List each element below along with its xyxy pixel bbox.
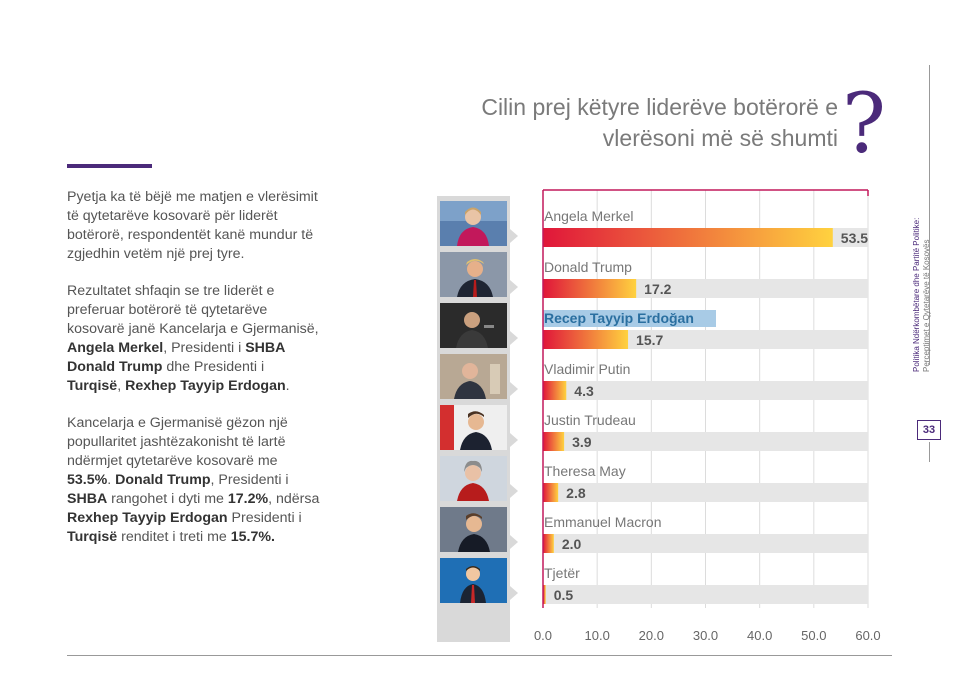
paragraph-3: Kancelarja e Gjermanisë gëzon një popull… [67, 415, 320, 545]
photo-other [440, 558, 507, 603]
x-tick-label: 30.0 [693, 628, 718, 643]
category-label: Emmanuel Macron [544, 514, 662, 530]
bar-track [543, 432, 868, 451]
value-label: 15.7 [636, 332, 663, 348]
bar [543, 279, 637, 298]
value-label: 3.9 [572, 434, 592, 450]
bar-track [543, 585, 868, 604]
paragraph-1: Pyetja ka të bëjë me matjen e vlerësimit… [67, 189, 318, 262]
bar [543, 534, 554, 553]
photo-trump [440, 252, 507, 297]
accent-line [67, 164, 152, 168]
bar-track [543, 483, 868, 502]
bottom-rule [67, 655, 892, 656]
category-label: Angela Merkel [544, 208, 634, 224]
bar [543, 330, 629, 349]
chart-title-line-1: Cilin prej këtyre liderëve botërorë e [481, 94, 838, 120]
category-label: Donald Trump [544, 259, 632, 275]
side-rule-top [929, 65, 930, 365]
x-tick-label: 50.0 [801, 628, 826, 643]
category-label: Theresa May [544, 463, 626, 479]
arrow-macron [510, 535, 518, 549]
side-rule-bottom [929, 442, 930, 462]
value-label: 17.2 [644, 281, 671, 297]
bar [543, 381, 567, 400]
page-number: 33 [917, 420, 941, 440]
photo-putin [440, 354, 507, 399]
category-label: Tjetër [544, 565, 580, 581]
value-label: 4.3 [574, 383, 594, 399]
bar-track [543, 381, 868, 400]
chart-title: Cilin prej këtyre liderëve botërorë e vl… [440, 92, 838, 154]
x-tick-label: 20.0 [639, 628, 664, 643]
value-label: 2.0 [562, 536, 582, 552]
x-tick-label: 60.0 [855, 628, 880, 643]
category-label: Justin Trudeau [544, 412, 636, 428]
bar [543, 228, 833, 247]
paragraph-2: Rezultatet shfaqin se tre liderët e pref… [67, 283, 319, 394]
bar [543, 432, 565, 451]
x-tick-label: 40.0 [747, 628, 772, 643]
x-tick-label: 0.0 [534, 628, 552, 643]
bar [543, 585, 546, 604]
x-tick-label: 10.0 [585, 628, 610, 643]
arrow-may [510, 484, 518, 498]
photo-erdogan [440, 303, 507, 348]
arrow-trudeau [510, 433, 518, 447]
bar-track [543, 534, 868, 553]
photo-trudeau [440, 405, 507, 450]
bar [543, 483, 559, 502]
value-label: 0.5 [554, 587, 574, 603]
value-label: 53.5 [841, 230, 868, 246]
description-text: Pyetja ka të bëjë me matjen e vlerësimit… [67, 188, 322, 565]
value-label: 2.8 [566, 485, 586, 501]
category-label: Recep Tayyip Erdoğan [544, 310, 694, 326]
category-label: Vladimir Putin [544, 361, 630, 377]
photo-may [440, 456, 507, 501]
arrow-erdogan [510, 331, 518, 345]
category-highlight [543, 310, 716, 327]
arrow-other [510, 586, 518, 600]
arrow-merkel [510, 229, 518, 243]
arrow-putin [510, 382, 518, 396]
photo-merkel [440, 201, 507, 246]
question-mark-icon: ? [842, 77, 886, 172]
photo-macron [440, 507, 507, 552]
chart-title-line-2: vlerësoni më së shumti [602, 125, 838, 151]
arrow-trump [510, 280, 518, 294]
